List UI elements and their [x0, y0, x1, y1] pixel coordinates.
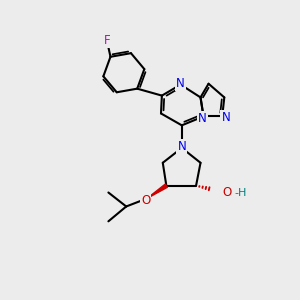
- Polygon shape: [147, 184, 167, 198]
- Text: -H: -H: [235, 188, 247, 197]
- Text: F: F: [103, 34, 110, 47]
- Text: N: N: [198, 112, 207, 125]
- Text: N: N: [176, 76, 185, 90]
- Text: N: N: [221, 111, 230, 124]
- Text: O: O: [141, 194, 150, 207]
- Text: O: O: [222, 186, 231, 199]
- Text: N: N: [177, 140, 186, 153]
